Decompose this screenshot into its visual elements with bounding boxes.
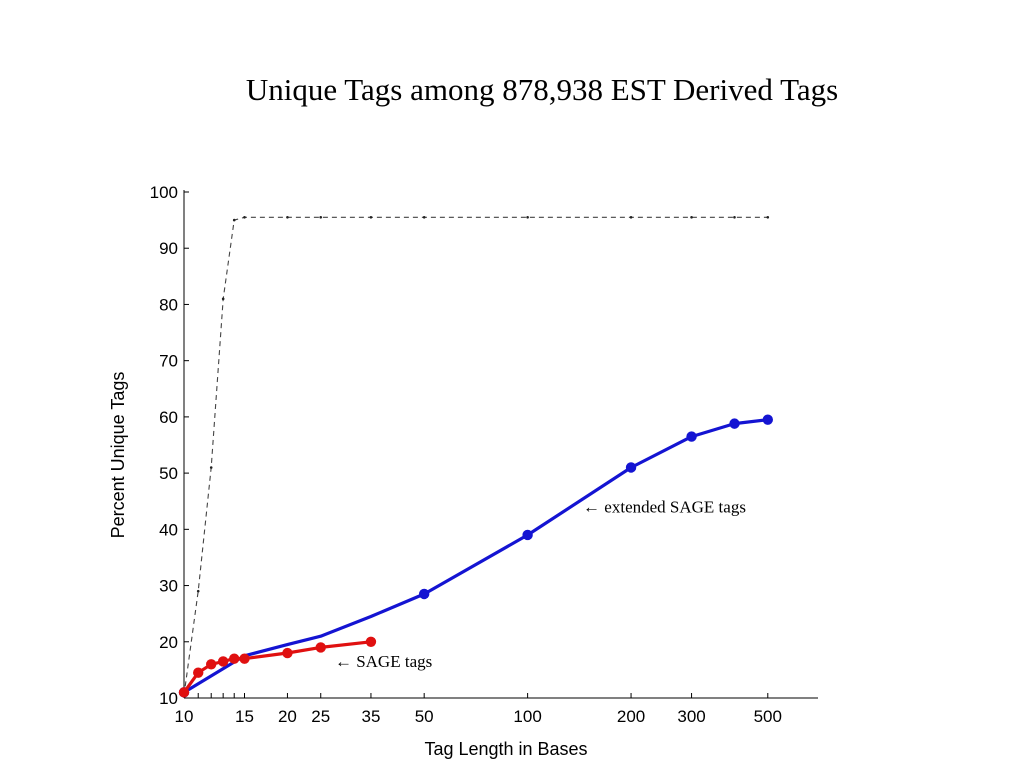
data-point-extended-sage [762, 414, 773, 425]
data-point-sage [229, 653, 240, 664]
y-tick-label: 80 [159, 295, 178, 314]
data-point-upper-dashed [766, 216, 770, 219]
x-tick-label: 100 [513, 707, 541, 726]
data-point-sage [282, 647, 293, 659]
x-tick-label: 500 [754, 707, 782, 726]
data-point-upper-dashed [422, 216, 426, 219]
data-point-upper-dashed [690, 216, 693, 219]
data-point-upper-dashed [629, 216, 633, 219]
x-tick-label: 300 [677, 707, 705, 726]
annotation-1: ← SAGE tags [335, 652, 432, 671]
x-tick-label: 15 [235, 707, 254, 726]
x-tick-label: 10 [175, 707, 194, 726]
data-point-upper-dashed [286, 216, 289, 219]
data-point-sage [239, 653, 250, 664]
y-tick-label: 20 [159, 633, 178, 652]
data-point-upper-dashed [196, 589, 200, 593]
slide-title: Unique Tags among 878,938 EST Derived Ta… [245, 72, 839, 107]
data-point-sage [217, 656, 229, 667]
x-tick-label: 50 [415, 707, 434, 726]
data-point-upper-dashed [232, 218, 236, 222]
y-axis-label: Percent Unique Tags [108, 372, 128, 539]
y-tick-label: 100 [150, 183, 178, 202]
y-tick-label: 30 [159, 577, 178, 596]
x-tick-label: 25 [311, 707, 330, 726]
y-tick-label: 40 [159, 520, 178, 539]
data-point-upper-dashed [221, 297, 225, 301]
x-tick-label: 35 [361, 707, 380, 726]
data-point-sage [315, 642, 326, 653]
data-point-extended-sage [418, 588, 430, 600]
data-point-sage [193, 667, 204, 678]
data-point-extended-sage [686, 431, 697, 442]
data-point-upper-dashed [243, 216, 246, 219]
y-tick-label: 10 [159, 689, 178, 708]
data-point-upper-dashed [733, 216, 736, 219]
y-tick-label: 90 [159, 239, 178, 258]
y-tick-label: 50 [159, 464, 178, 483]
data-point-extended-sage [729, 418, 740, 429]
series-line-extended-sage [183, 418, 768, 694]
data-point-upper-dashed [369, 216, 373, 219]
x-tick-label: 20 [278, 707, 297, 726]
data-point-sage [365, 636, 377, 647]
x-tick-label: 200 [617, 707, 645, 726]
data-point-upper-dashed [526, 216, 529, 219]
data-point-sage [178, 687, 190, 698]
y-tick-label: 70 [159, 352, 178, 371]
y-tick-label: 60 [159, 408, 178, 427]
data-point-extended-sage [625, 462, 637, 473]
series-line-upper-dashed [183, 216, 768, 696]
data-point-upper-dashed [209, 466, 213, 469]
data-point-upper-dashed [319, 216, 323, 219]
data-point-sage [206, 659, 217, 670]
annotation-0: ← extended SAGE tags [583, 497, 746, 516]
data-point-extended-sage [522, 529, 533, 541]
x-axis-label: Tag Length in Bases [424, 739, 587, 759]
